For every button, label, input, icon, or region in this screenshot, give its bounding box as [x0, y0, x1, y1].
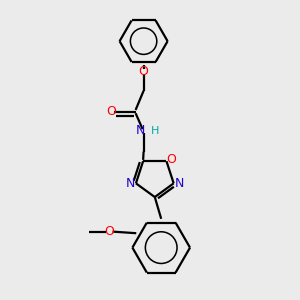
- Text: O: O: [167, 153, 176, 167]
- Text: O: O: [139, 65, 148, 78]
- Text: H: H: [151, 126, 159, 136]
- Text: N: N: [175, 177, 184, 190]
- Text: N: N: [136, 124, 145, 137]
- Text: O: O: [104, 225, 114, 238]
- Text: N: N: [125, 177, 135, 190]
- Text: O: O: [106, 105, 116, 118]
